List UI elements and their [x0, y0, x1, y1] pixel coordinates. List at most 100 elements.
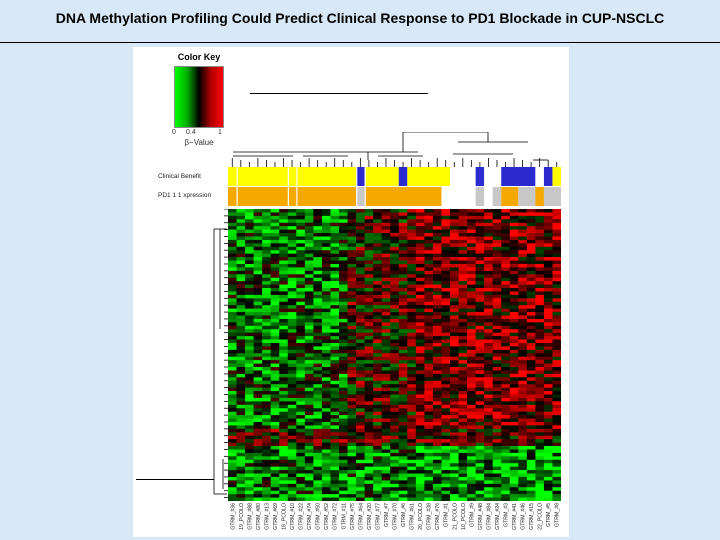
heatmap-cell [287, 384, 297, 388]
heatmap-cell [552, 253, 561, 258]
heatmap-cell [381, 212, 391, 217]
heatmap-cell [535, 274, 545, 279]
heatmap-cell [373, 401, 382, 406]
heatmap-cell [492, 373, 502, 378]
heatmap-cell [407, 288, 417, 292]
heatmap-cell [347, 267, 357, 272]
heatmap-cell [381, 408, 391, 412]
heatmap-cell [526, 250, 536, 254]
heatmap-cell [373, 342, 382, 347]
heatmap-cell [373, 215, 382, 220]
heatmap-cell [330, 397, 340, 402]
heatmap-cell [432, 284, 442, 289]
heatmap-cell [475, 466, 485, 471]
heatmap-cell [245, 480, 254, 485]
heatmap-cell [535, 363, 545, 368]
heatmap-cell [287, 284, 297, 289]
heatmap-cell [467, 291, 476, 296]
heatmap-cell [458, 236, 468, 241]
sample-label: GTRM_#64 [358, 503, 364, 530]
heatmap-cell [373, 404, 382, 409]
heatmap-cell [279, 298, 289, 303]
heatmap-cell [330, 219, 340, 224]
heatmap-cell [492, 212, 502, 217]
heatmap-cell [270, 246, 280, 251]
heatmap-cell [432, 363, 442, 368]
heatmap-cell [501, 452, 511, 457]
heatmap-cell [543, 260, 553, 265]
heatmap-cell [526, 397, 536, 402]
heatmap-cell [253, 360, 263, 364]
heatmap-cell [270, 476, 280, 481]
heatmap-cell [339, 494, 348, 498]
heatmap-cell [432, 473, 442, 478]
heatmap-cell [450, 463, 459, 467]
heatmap-cell [407, 257, 417, 261]
heatmap-cell [253, 215, 263, 220]
heatmap-cell [330, 322, 340, 327]
heatmap-cell [509, 305, 519, 309]
heatmap-cell [296, 463, 306, 467]
heatmap-cell [424, 377, 434, 382]
heatmap-cell [313, 387, 323, 392]
heatmap-cell [543, 263, 553, 268]
heatmap-cell [518, 215, 528, 220]
heatmap-cell [501, 397, 511, 402]
heatmap-cell [458, 466, 468, 471]
heatmap-cell [501, 291, 511, 296]
heatmap-cell [253, 480, 263, 485]
heatmap-cell [262, 377, 271, 382]
heatmap-cell [509, 370, 519, 375]
heatmap-cell [501, 401, 511, 406]
heatmap-cell [526, 212, 536, 217]
heatmap-cell [296, 342, 306, 347]
heatmap-cell [373, 452, 382, 457]
heatmap-cell [543, 291, 553, 296]
heatmap-cell [543, 236, 553, 241]
heatmap-cell [518, 284, 528, 289]
heatmap-cell [279, 476, 289, 481]
heatmap-cell [313, 329, 323, 333]
heatmap-cell [287, 226, 297, 230]
heatmap-cell [270, 421, 280, 426]
heatmap-cell [339, 322, 348, 327]
heatmap-cell [304, 494, 314, 498]
heatmap-cell [356, 442, 365, 447]
heatmap-cell [313, 215, 323, 220]
heatmap-cell [484, 308, 493, 313]
heatmap-cell [236, 253, 246, 258]
heatmap-cell [339, 387, 348, 392]
heatmap-cell [330, 494, 340, 498]
heatmap-cell [347, 219, 357, 224]
heatmap-cell [339, 229, 348, 234]
heatmap-cell [458, 288, 468, 292]
heatmap-cell [518, 449, 528, 454]
heatmap-cell [526, 267, 536, 272]
heatmap-cell [415, 219, 425, 224]
heatmap-cell [364, 415, 374, 419]
heatmap-cell [356, 494, 365, 498]
heatmap-cell [296, 336, 306, 340]
annotation-gap [287, 167, 289, 206]
heatmap-cell [304, 476, 314, 481]
sample-label: 20_PCOLO [418, 503, 424, 530]
heatmap-cell [253, 318, 263, 323]
heatmap-cell [321, 229, 331, 234]
heatmap-cell [535, 260, 545, 265]
heatmap-cell [347, 415, 357, 419]
heatmap-cell [262, 239, 271, 244]
heatmap-cell [526, 277, 536, 282]
heatmap-cell [450, 367, 459, 371]
heatmap-cell [245, 449, 254, 454]
heatmap-cell [424, 253, 434, 258]
heatmap-cell [467, 243, 476, 248]
heatmap-cell [236, 270, 246, 275]
heatmap-cell [484, 432, 493, 437]
annotation-block [475, 167, 485, 186]
heatmap-cell [535, 387, 545, 392]
heatmap-cell [253, 257, 263, 261]
heatmap-cell [398, 483, 408, 488]
heatmap-cell [330, 408, 340, 412]
heatmap-cell [245, 301, 254, 306]
heatmap-cell [552, 288, 561, 292]
